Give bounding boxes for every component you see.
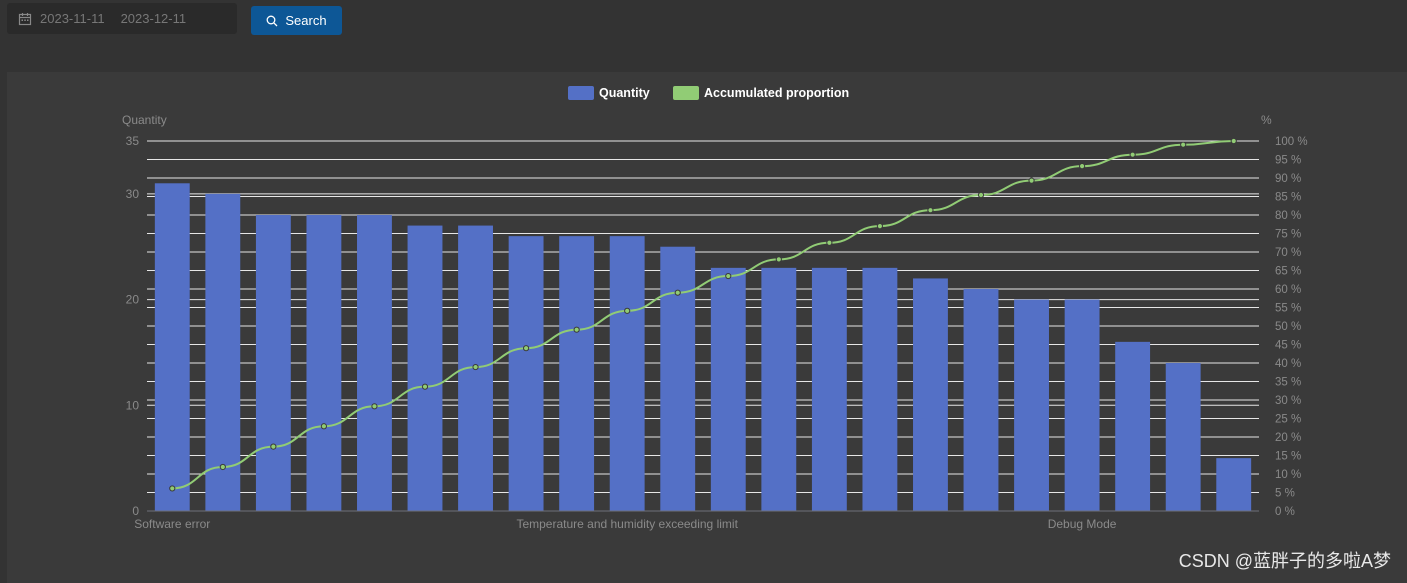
date-range-picker[interactable]: 2023-11-11 2023-12-11	[7, 3, 237, 34]
legend-swatch	[673, 86, 699, 100]
search-button-label: Search	[285, 13, 327, 28]
pareto-chart: 0 % 5 % 10 % 15 % 20 % 25 % 30 % 35 % 40 % 45 % 50…	[122, 86, 1308, 531]
y-right-tick-label: 35 %	[1275, 377, 1301, 389]
bar	[1064, 299, 1100, 511]
start-date-input[interactable]: 2023-11-11	[40, 11, 105, 26]
y-right-tick-label: 60 %	[1275, 284, 1301, 296]
line-point	[876, 223, 884, 230]
bar	[1115, 341, 1151, 511]
line-point	[320, 423, 328, 430]
y-right-tick-label: 65 %	[1275, 266, 1301, 278]
calendar-icon	[18, 12, 32, 25]
y-right-axis-name: %	[1261, 113, 1272, 127]
y-right-tick-label: 75 %	[1275, 229, 1301, 241]
search-button[interactable]: Search	[251, 6, 342, 35]
legend-label: Quantity	[599, 86, 650, 100]
y-right-tick-label: 30 %	[1275, 395, 1301, 407]
y-right-tick-label: 90 %	[1275, 173, 1301, 185]
bar	[710, 267, 746, 511]
line-point	[826, 239, 833, 246]
y-right-tick-label: 100 %	[1275, 136, 1308, 148]
line-point	[775, 256, 782, 263]
line-point	[1180, 141, 1187, 148]
y-left-tick-label: 30	[126, 187, 140, 201]
bar	[1165, 363, 1201, 511]
bar	[205, 193, 241, 511]
x-tick-label: Software error	[134, 517, 210, 531]
bar	[1014, 299, 1049, 511]
bar	[559, 236, 595, 511]
line-point	[977, 191, 985, 199]
y-right-tick-label: 20 %	[1275, 432, 1301, 444]
line-point	[371, 403, 378, 410]
y-left-tick-label: 20	[126, 293, 140, 307]
y-right-tick-label: 55 %	[1275, 303, 1301, 315]
y-left-tick-label: 0	[132, 504, 139, 518]
line-point	[927, 207, 934, 214]
x-tick-label: Debug Mode	[1048, 517, 1117, 531]
accumulated-proportion-line	[172, 140, 1234, 490]
line-point	[1129, 151, 1136, 158]
y-right-tick-label: 40 %	[1275, 358, 1301, 370]
y-right-tick-label: 0 %	[1275, 506, 1295, 518]
bar	[508, 236, 544, 511]
bar	[913, 278, 948, 511]
y-right-tick-label: 5 %	[1275, 488, 1295, 500]
line-point	[472, 363, 479, 371]
line-point	[421, 383, 429, 390]
bar	[1216, 458, 1252, 511]
bar	[357, 215, 392, 511]
search-icon	[266, 15, 278, 26]
bar	[255, 215, 291, 511]
line-point	[219, 463, 226, 471]
y-right-tick-label: 85 %	[1275, 192, 1301, 204]
bar	[407, 225, 443, 512]
line-point	[270, 443, 277, 450]
bar	[306, 215, 342, 511]
y-left-axis-name: Quantity	[122, 113, 167, 127]
y-right-tick-label: 50 %	[1275, 321, 1301, 333]
line-point	[725, 272, 732, 280]
y-right-tick-label: 80 %	[1275, 210, 1301, 222]
line-point	[1078, 163, 1086, 170]
chart-panel: 0 % 5 % 10 % 15 % 20 % 25 % 30 % 35 % 40 % 45 % 50…	[7, 72, 1407, 583]
bar	[963, 289, 999, 511]
line-point	[522, 345, 530, 352]
watermark: CSDN @蓝胖子的多啦A梦	[1178, 551, 1391, 571]
bar	[862, 267, 898, 511]
bar	[811, 267, 847, 511]
line-point	[624, 307, 631, 314]
line-point	[674, 289, 681, 296]
line-point	[169, 485, 176, 492]
line-point	[1028, 177, 1035, 184]
y-right-tick-label: 45 %	[1275, 340, 1301, 352]
y-left-tick-label: 10	[126, 398, 140, 412]
bar	[154, 183, 190, 511]
y-right-tick-label: 95 %	[1275, 155, 1301, 167]
bar	[609, 236, 645, 511]
end-date-input[interactable]: 2023-12-11	[120, 11, 187, 26]
y-right-tick-label: 10 %	[1275, 469, 1301, 481]
y-right-tick-label: 25 %	[1275, 414, 1301, 426]
x-tick-label: Temperature and humidity exceeding limit	[516, 517, 738, 531]
y-left-tick-label: 35	[126, 134, 140, 148]
line-point	[573, 326, 580, 333]
legend-label: Accumulated proportion	[704, 86, 849, 100]
bar	[660, 246, 696, 511]
legend-swatch	[568, 86, 594, 100]
bar	[761, 267, 797, 511]
line-point	[1230, 137, 1237, 145]
y-right-tick-label: 15 %	[1275, 451, 1301, 463]
y-right-tick-label: 70 %	[1275, 247, 1301, 259]
